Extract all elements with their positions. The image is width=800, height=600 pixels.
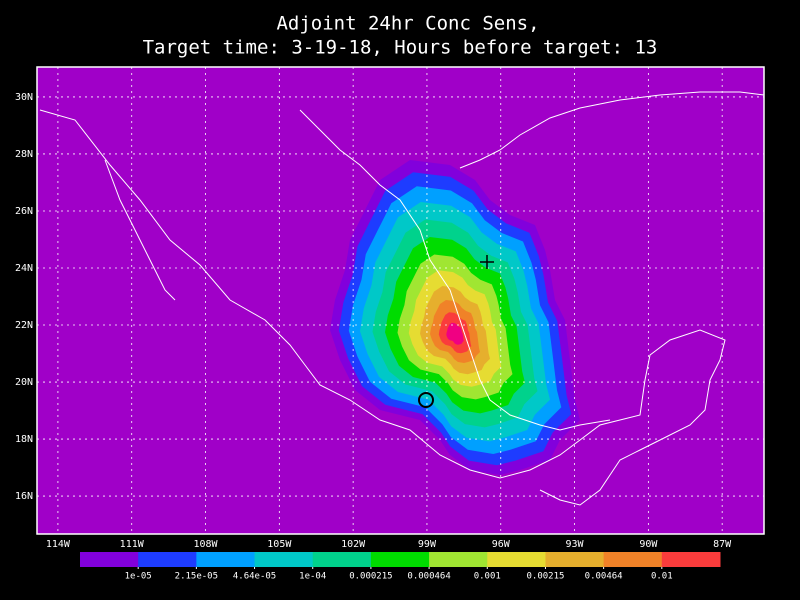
y-tick-label: 24N [15,263,33,274]
x-tick-label: 111W [120,539,145,550]
x-tick-label: 99W [418,539,437,550]
coastline [39,109,726,506]
colorbar-box [487,552,546,567]
coastline [299,109,611,431]
colorbar-label: 0.00215 [526,572,564,582]
colorbar-label: 4.64e-05 [233,572,276,582]
y-tick-label: 28N [15,149,33,160]
markers [418,255,494,408]
colorbar-label: 0.00464 [585,572,623,582]
coastlines [39,91,765,506]
x-tick-label: 87W [713,539,732,550]
y-tick-label: 18N [15,434,33,445]
colorbar: 1e-05 2.15e-05 4.64e-05 1e-04 0.000215 0.0004… [80,552,721,582]
target-marker [480,255,494,269]
x-tick-label: 90W [639,539,658,550]
grid [37,67,764,534]
colorbar-box [661,552,721,567]
contour-fill [446,322,464,345]
chart-subtitle: Target time: 3-19-18, Hours before targe… [143,37,658,59]
colorbar-box [312,552,372,567]
colorbar-box [545,552,605,567]
x-tick-label: 105W [267,539,292,550]
x-tick-label: 114W [46,539,71,550]
chart-title: Adjoint 24hr Conc Sens, [276,13,539,35]
contours [330,160,580,475]
x-tick-label: 108W [193,539,218,550]
y-tick-label: 30N [15,92,33,103]
colorbar-box [138,552,197,567]
colorbar-box [196,552,256,567]
colorbar-label: 2.15e-05 [175,572,218,582]
colorbar-label: 0.01 [651,572,673,582]
colorbar-box [603,552,663,567]
map-frame [36,66,765,535]
source-marker [418,392,434,408]
colorbar-label: 0.001 [474,572,501,582]
colorbar-box [429,552,488,567]
y-tick-label: 26N [15,206,33,217]
colorbar-box [254,552,314,567]
x-tick-label: 93W [566,539,585,550]
x-tick-label: 102W [341,539,366,550]
y-tick-label: 22N [15,320,33,331]
colorbar-box [370,552,430,567]
coastline [459,91,765,169]
colorbar-label: 0.000215 [349,572,392,582]
colorbar-label: 1e-04 [299,572,326,582]
y-tick-label: 20N [15,377,33,388]
colorbar-label: 1e-05 [125,572,152,582]
colorbar-box [80,552,139,567]
x-tick-label: 96W [492,539,511,550]
colorbar-label: 0.000464 [407,572,450,582]
coastline [104,159,176,301]
y-tick-label: 16N [15,491,33,502]
